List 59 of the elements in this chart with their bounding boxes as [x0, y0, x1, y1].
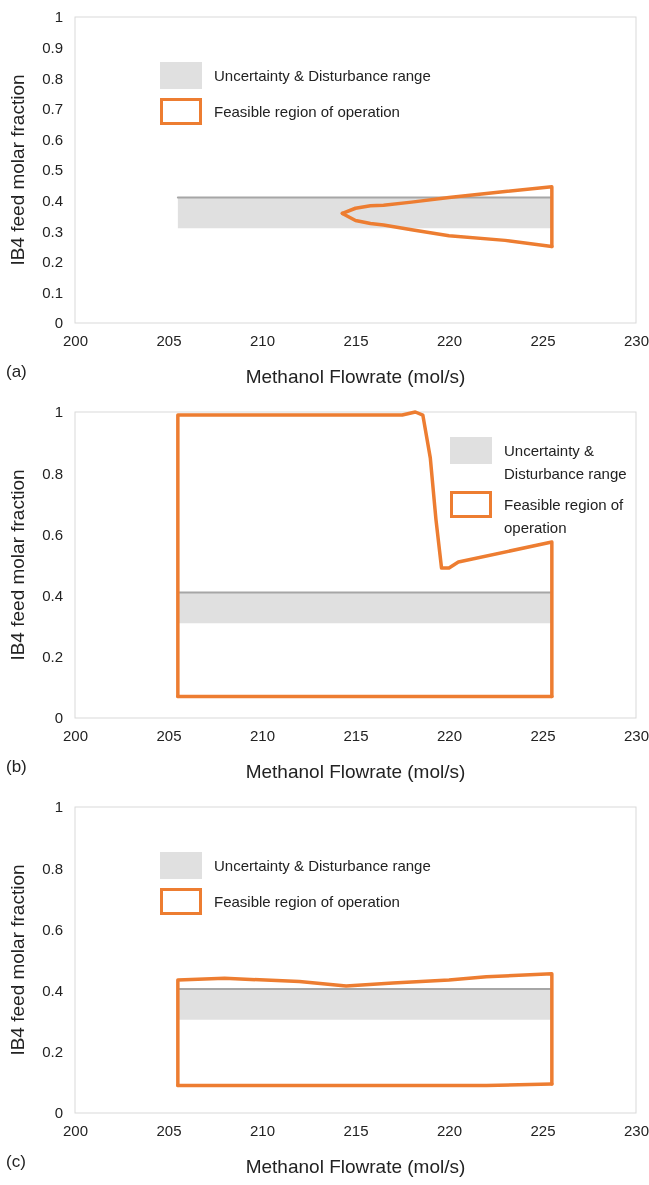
y-tick-label: 0.2 — [42, 648, 63, 666]
legend-label: Uncertainty & Disturbance range — [214, 67, 431, 84]
x-tick-label: 215 — [343, 1121, 369, 1139]
x-axis-title: Methanol Flowrate (mol/s) — [245, 761, 466, 782]
y-tick-label: 0 — [54, 709, 63, 727]
y-tick-label: 0.3 — [42, 222, 63, 240]
y-tick-label: 0.4 — [42, 191, 63, 209]
x-axis-title: Methanol Flowrate (mol/s) — [245, 1156, 466, 1177]
x-tick-label: 200 — [62, 331, 89, 349]
y-axis-title: IB4 feed molar fraction — [7, 864, 28, 1056]
text: (c) — [6, 1152, 26, 1171]
y-tick-label: 0.7 — [42, 100, 63, 118]
x-tick-label: 225 — [530, 331, 556, 349]
y-tick-label: 0.6 — [42, 130, 63, 148]
legend-label: Uncertainty & Disturbance range — [214, 857, 431, 874]
y-tick-label: 0.4 — [42, 981, 63, 999]
y-tick-label: 1 — [54, 403, 63, 421]
y-tick-label: 0.8 — [42, 69, 63, 87]
x-tick-label: 230 — [623, 1121, 649, 1139]
x-tick-label: 210 — [249, 1121, 276, 1139]
y-tick-label: 0.4 — [42, 586, 63, 604]
y-tick-label: 0.5 — [42, 161, 63, 179]
x-tick-label: 200 — [62, 1121, 89, 1139]
x-tick-label: 230 — [623, 331, 649, 349]
x-tick-label: 210 — [249, 331, 276, 349]
x-axis-title: Methanol Flowrate (mol/s) — [245, 366, 466, 387]
y-tick-label: 0.8 — [42, 464, 63, 482]
y-tick-label: 0.2 — [42, 1043, 63, 1061]
x-tick-label: 215 — [343, 726, 369, 744]
legend-label: Feasible region of operation — [214, 893, 400, 910]
x-tick-label: 220 — [436, 726, 463, 744]
x-tick-label: 205 — [156, 726, 182, 744]
y-tick-label: 0.6 — [42, 525, 63, 543]
y-tick-label: 0.2 — [42, 253, 63, 271]
x-tick-label: 200 — [62, 726, 89, 744]
x-tick-label: 230 — [623, 726, 649, 744]
y-axis-title: IB4 feed molar fraction — [7, 469, 28, 661]
y-tick-label: 0.8 — [42, 859, 63, 877]
x-tick-label: 210 — [249, 726, 276, 744]
y-tick-label: 0.1 — [42, 283, 63, 301]
x-tick-label: 225 — [530, 1121, 556, 1139]
legend-label: Feasible region of operation — [214, 103, 400, 120]
legend-label: Feasible region of operation — [504, 496, 625, 536]
x-tick-label: 205 — [156, 331, 182, 349]
x-tick-label: 205 — [156, 1121, 182, 1139]
y-tick-label: 1 — [54, 8, 63, 26]
y-tick-label: 0 — [54, 1104, 63, 1122]
y-tick-label: 0.6 — [42, 920, 63, 938]
y-axis-title: IB4 feed molar fraction — [7, 74, 28, 266]
x-tick-label: 225 — [530, 726, 556, 744]
legend-label: Uncertainty & Disturbance range — [504, 442, 627, 482]
x-tick-label: 220 — [436, 1121, 463, 1139]
y-tick-label: 1 — [54, 798, 63, 816]
text: (b) — [6, 757, 27, 776]
x-tick-label: 220 — [436, 331, 463, 349]
x-tick-label: 215 — [343, 331, 369, 349]
y-tick-label: 0 — [54, 314, 63, 332]
y-tick-label: 0.9 — [42, 38, 63, 56]
text: (a) — [6, 362, 27, 381]
